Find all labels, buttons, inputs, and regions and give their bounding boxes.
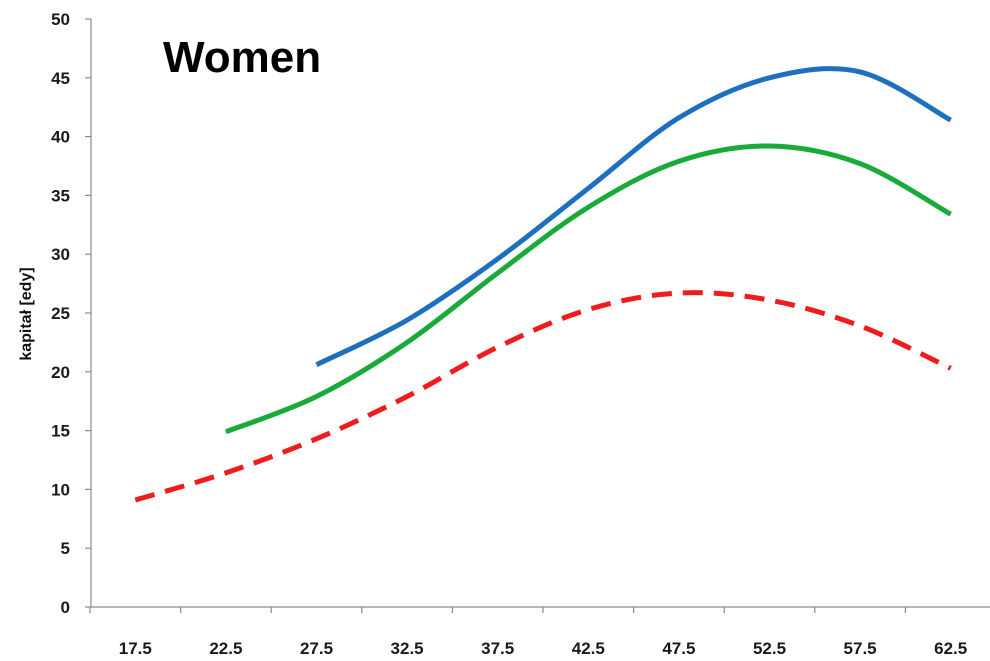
y-tick-label: 35 bbox=[51, 186, 70, 205]
y-axis-ticks: 0 5 10 15 20 25 30 35 40 45 50 bbox=[51, 10, 91, 617]
axes bbox=[90, 19, 990, 608]
y-tick-label: 20 bbox=[51, 363, 70, 382]
x-tick-label: 27.5 bbox=[300, 639, 333, 658]
y-tick-label: 50 bbox=[51, 10, 70, 29]
x-tick-label: 37.5 bbox=[481, 639, 514, 658]
y-tick-label: 5 bbox=[61, 539, 70, 558]
series-layer bbox=[134, 66, 952, 503]
y-tick-label: 25 bbox=[51, 304, 70, 323]
y-axis-title: kapitał [edy] bbox=[18, 267, 35, 360]
chart-title: Women bbox=[163, 33, 321, 82]
x-tick-label: 57.5 bbox=[844, 639, 877, 658]
series-line-2 bbox=[224, 143, 952, 435]
x-tick-label: 22.5 bbox=[209, 639, 242, 658]
x-tick-label: 32.5 bbox=[391, 639, 424, 658]
y-tick-label: 40 bbox=[51, 128, 70, 147]
y-tick-label: 10 bbox=[51, 480, 70, 499]
x-tick-label: 62.5 bbox=[934, 639, 967, 658]
x-tick-label: 52.5 bbox=[753, 639, 786, 658]
x-tick-label: 47.5 bbox=[662, 639, 695, 658]
series-line-3 bbox=[134, 290, 952, 503]
y-tick-label: 0 bbox=[61, 598, 70, 617]
series-line-1 bbox=[315, 66, 952, 367]
y-tick-label: 30 bbox=[51, 245, 70, 264]
y-tick-label: 45 bbox=[51, 69, 70, 88]
y-tick-label: 15 bbox=[51, 422, 70, 441]
x-tick-label: 42.5 bbox=[572, 639, 605, 658]
x-axis-ticks: 17.5 22.5 27.5 32.5 37.5 42.5 47.5 52.5 57.5 62.5 bbox=[89, 607, 967, 658]
x-tick-label: 17.5 bbox=[119, 639, 152, 658]
